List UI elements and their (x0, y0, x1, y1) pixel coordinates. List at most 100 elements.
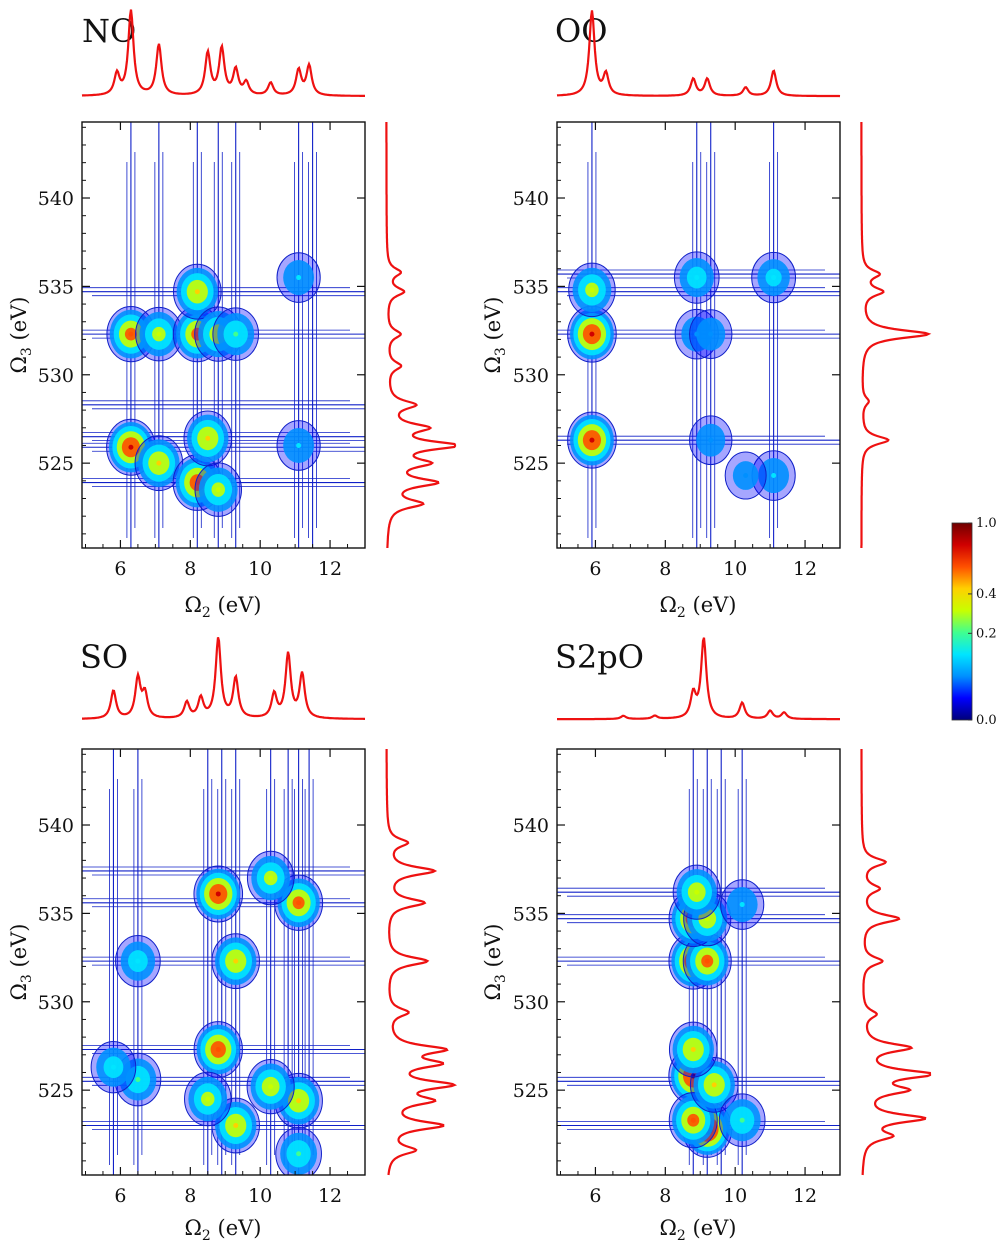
colorbar-tick-label: 1.0 (976, 516, 997, 531)
peak-center (110, 1064, 116, 1070)
x-tick-label: 10 (248, 558, 272, 580)
contour-map (82, 122, 365, 548)
peak-center (704, 958, 710, 964)
y-spectrum-line (860, 122, 932, 548)
peak-center (690, 1117, 696, 1123)
x-spectrum (557, 637, 840, 721)
y-tick-label: 535 (38, 276, 74, 298)
y-tick-label: 530 (38, 365, 74, 387)
peak-center (156, 331, 162, 337)
y-axis-label: Ω3 (eV) (7, 297, 35, 374)
peak-center (589, 331, 595, 337)
y-spectrum (860, 122, 932, 548)
x-ticks: 6 8 10 12 (84, 122, 366, 580)
peak-center (215, 891, 221, 897)
y-spectrum-line (385, 122, 457, 548)
panel-title: S2pO (555, 638, 644, 676)
peak-center (708, 437, 714, 443)
x-spectrum-line (557, 637, 840, 721)
x-tick-label: 12 (793, 1185, 817, 1207)
x-tick-label: 8 (184, 558, 196, 580)
y-spectrum-line (385, 749, 458, 1176)
panel-title: SO (80, 638, 128, 676)
y-tick-label: 540 (513, 815, 549, 837)
y-tick-label: 540 (38, 815, 74, 837)
panel-oo: OO 6 8 10 12 525 530 535 540 Ω2 (eV) Ω3 (eV) (481, 10, 932, 621)
contour-map (82, 749, 365, 1175)
x-tick-label: 10 (248, 1185, 272, 1207)
peak-center (215, 487, 221, 493)
plot-frame (81, 121, 366, 549)
peak-center (694, 889, 700, 895)
x-spectrum-line (82, 637, 365, 720)
y-axis-label: Ω3 (eV) (481, 297, 509, 374)
peak-center (233, 1123, 239, 1129)
peak-center (296, 442, 302, 448)
peak-center (771, 473, 777, 479)
y-axis-label: Ω3 (eV) (7, 924, 35, 1001)
x-tick-label: 8 (659, 558, 671, 580)
peak-center (296, 1151, 302, 1157)
colorbar-tick-label: 0.0 (976, 713, 997, 728)
plot-frame (556, 121, 841, 549)
y-tick-label: 540 (38, 188, 74, 210)
peak-center (128, 444, 134, 450)
colorbar-tick-label: 0.2 (976, 626, 997, 641)
peak-center (268, 875, 274, 881)
y-tick-label: 525 (38, 1080, 74, 1102)
y-ticks: 525 530 535 540 (38, 126, 365, 535)
y-ticks: 525 530 535 540 (513, 126, 840, 535)
peak-center (739, 1117, 745, 1123)
x-tick-label: 6 (589, 1185, 601, 1207)
y-tick-label: 525 (513, 1080, 549, 1102)
contour-map (557, 749, 840, 1175)
y-spectrum (385, 749, 458, 1176)
x-ticks: 6 8 10 12 (559, 122, 841, 580)
peak-center (711, 1082, 717, 1088)
peak-center (205, 435, 211, 441)
x-tick-label: 6 (589, 558, 601, 580)
x-ticks: 6 8 10 12 (559, 749, 841, 1207)
x-spectrum-line (556, 10, 841, 98)
peak-center (690, 1046, 696, 1052)
x-tick-label: 10 (723, 558, 747, 580)
plot-frame (556, 748, 841, 1176)
peak-center (128, 331, 134, 337)
plot-frame (81, 748, 366, 1176)
x-tick-label: 10 (723, 1185, 747, 1207)
y-spectrum (860, 749, 932, 1176)
colorbar-tick-label: 0.4 (976, 587, 997, 602)
peak-center (694, 275, 700, 281)
y-tick-label: 525 (38, 453, 74, 475)
x-tick-label: 8 (659, 1185, 671, 1207)
x-tick-label: 12 (318, 558, 342, 580)
y-ticks: 525 530 535 540 (513, 753, 840, 1162)
x-axis-label: Ω2 (eV) (185, 1216, 262, 1244)
colorbar-ticks: 1.0 0.4 0.2 0.0 (968, 516, 997, 728)
y-tick-label: 530 (38, 992, 74, 1014)
x-axis-label: Ω2 (eV) (185, 593, 262, 621)
y-tick-label: 530 (513, 365, 549, 387)
y-tick-label: 535 (38, 903, 74, 925)
peak-center (743, 473, 749, 479)
peak-center (233, 958, 239, 964)
panel-so: SO 6 8 10 12 525 530 535 540 Ω2 (eV) Ω3 (eV) (7, 637, 458, 1244)
contour-map (557, 122, 840, 548)
colorbar-gradient (951, 522, 973, 721)
x-spectrum (556, 10, 841, 98)
x-tick-label: 12 (793, 558, 817, 580)
peak-center (268, 1084, 274, 1090)
x-axis-label: Ω2 (eV) (660, 593, 737, 621)
peak-center (233, 331, 239, 337)
y-spectrum-line (860, 749, 932, 1176)
peak-center (135, 1077, 141, 1083)
peak-center (135, 958, 141, 964)
y-tick-label: 535 (513, 276, 549, 298)
peak-center (296, 900, 302, 906)
x-tick-label: 6 (114, 558, 126, 580)
peak-center (296, 275, 302, 281)
peak-center (296, 1098, 302, 1104)
peak-center (194, 289, 200, 295)
x-tick-label: 6 (114, 1185, 126, 1207)
